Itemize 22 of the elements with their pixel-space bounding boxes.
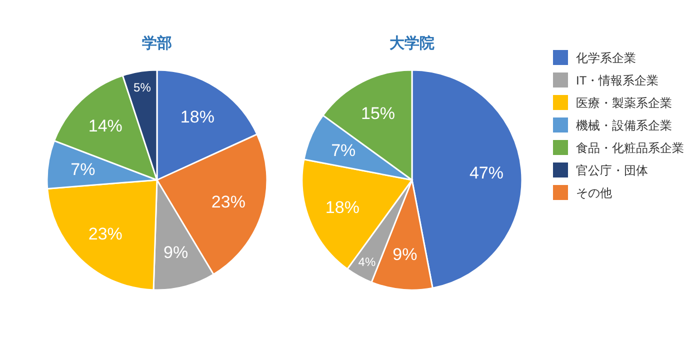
- chart-title: 大学院: [390, 35, 434, 52]
- data-label: 18%: [180, 108, 214, 127]
- data-label: 47%: [469, 163, 504, 182]
- data-label: 5%: [134, 80, 152, 95]
- legend-label: その他: [576, 186, 612, 200]
- data-label: 23%: [211, 192, 246, 212]
- data-label: 15%: [361, 104, 396, 123]
- data-label: 4%: [358, 254, 376, 269]
- data-label: 9%: [392, 244, 418, 264]
- legend-label: IT・情報系企業: [576, 74, 659, 88]
- chart-title: 学部: [142, 34, 172, 52]
- legend-label: 官公庁・団体: [576, 164, 648, 178]
- legend-label: 医療・製薬系企業: [576, 96, 672, 110]
- legend-label: 食品・化粧品系企業: [576, 141, 684, 155]
- legend-label: 化学系企業: [576, 51, 636, 65]
- data-label: 18%: [325, 198, 360, 218]
- data-label: 14%: [88, 116, 122, 136]
- legend-label: 機械・設備系企業: [576, 118, 672, 132]
- data-label: 7%: [331, 140, 356, 160]
- data-label: 9%: [163, 242, 188, 262]
- data-label: 7%: [70, 160, 96, 179]
- data-label: 23%: [88, 224, 122, 244]
